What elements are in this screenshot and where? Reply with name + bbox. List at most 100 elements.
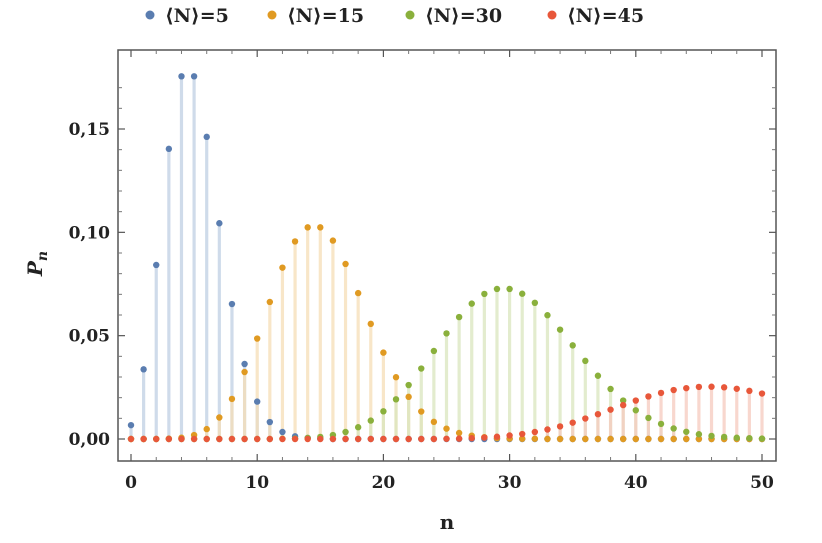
- data-point-series-1: [544, 435, 551, 443]
- data-point-series-3: [519, 430, 526, 438]
- legend-label-1: ⟨N⟩=15: [287, 5, 364, 27]
- data-point-series-3: [140, 435, 147, 443]
- data-point-series-0: [153, 261, 160, 269]
- data-point-series-2: [733, 434, 740, 441]
- data-point-series-0: [279, 428, 286, 436]
- data-point-series-1: [203, 425, 210, 433]
- data-point-series-3: [645, 393, 652, 400]
- data-point-series-2: [430, 347, 438, 355]
- data-point-series-3: [380, 435, 387, 443]
- data-point-series-3: [418, 435, 425, 443]
- data-point-series-1: [392, 374, 400, 381]
- data-point-series-1: [291, 238, 299, 245]
- data-point-series-1: [266, 298, 274, 306]
- data-point-series-0: [216, 220, 223, 227]
- data-point-series-3: [228, 435, 236, 443]
- data-point-series-3: [354, 435, 362, 443]
- data-point-series-1: [657, 435, 665, 443]
- data-point-series-0: [241, 360, 248, 368]
- data-point-series-2: [519, 290, 526, 297]
- data-point-series-2: [367, 417, 374, 424]
- data-point-series-2: [556, 326, 564, 333]
- data-point-series-3: [594, 411, 602, 418]
- data-point-series-0: [254, 398, 261, 405]
- x-axis-title: n: [440, 510, 455, 534]
- x-tick-label: 50: [750, 473, 774, 493]
- data-point-series-2: [683, 428, 690, 435]
- data-point-series-3: [266, 435, 274, 443]
- data-point-series-0: [228, 300, 236, 308]
- data-point-series-0: [140, 366, 147, 373]
- data-point-series-1: [607, 435, 614, 443]
- data-point-series-2: [392, 396, 400, 403]
- data-point-series-2: [481, 290, 488, 298]
- data-point-series-3: [481, 434, 488, 441]
- y-axis-title-sub: n: [35, 251, 51, 261]
- data-point-series-2: [544, 312, 551, 319]
- data-point-series-2: [418, 365, 425, 372]
- data-point-series-1: [380, 349, 387, 356]
- data-point-series-2: [354, 424, 362, 431]
- data-point-series-3: [607, 406, 614, 413]
- data-point-series-3: [619, 401, 627, 409]
- data-point-series-3: [392, 435, 400, 443]
- data-point-series-1: [367, 320, 374, 328]
- data-point-series-1: [443, 425, 450, 432]
- data-point-series-0: [203, 133, 210, 141]
- data-point-series-1: [279, 264, 286, 271]
- data-point-series-3: [468, 434, 475, 442]
- data-point-series-2: [455, 313, 463, 321]
- y-axis-title-main: P: [23, 260, 47, 277]
- data-point-series-1: [695, 435, 703, 443]
- points-layer: [127, 73, 766, 443]
- data-point-series-1: [405, 393, 412, 401]
- data-point-series-2: [758, 435, 766, 442]
- data-point-series-2: [380, 408, 387, 415]
- data-point-series-3: [443, 435, 450, 442]
- data-point-series-0: [127, 421, 135, 429]
- data-point-series-3: [758, 390, 766, 397]
- data-point-series-3: [544, 426, 551, 433]
- data-point-series-3: [216, 435, 223, 443]
- data-point-series-1: [342, 260, 349, 268]
- data-point-series-1: [241, 368, 248, 376]
- data-point-series-2: [746, 434, 753, 442]
- data-point-series-3: [254, 435, 261, 443]
- data-point-series-1: [645, 435, 652, 443]
- data-point-series-3: [493, 433, 501, 440]
- data-point-series-3: [708, 383, 715, 390]
- data-point-series-2: [695, 431, 703, 438]
- data-point-series-3: [127, 435, 135, 443]
- x-tick-label: 30: [498, 473, 522, 493]
- data-point-series-1: [531, 435, 539, 442]
- legend: ⟨N⟩=5 ⟨N⟩=15 ⟨N⟩=30 ⟨N⟩=45: [145, 5, 644, 27]
- y-tick-label: 0,05: [69, 327, 110, 347]
- data-point-series-2: [632, 407, 639, 414]
- data-point-series-1: [430, 418, 438, 426]
- data-point-series-3: [582, 415, 589, 422]
- legend-label-3: ⟨N⟩=45: [567, 5, 644, 27]
- data-point-series-3: [430, 435, 438, 443]
- data-point-series-2: [670, 425, 677, 432]
- data-point-series-2: [443, 330, 450, 337]
- data-point-series-3: [329, 435, 337, 443]
- data-point-series-3: [304, 435, 311, 443]
- data-point-series-3: [178, 435, 185, 443]
- data-point-series-3: [279, 435, 286, 443]
- data-point-series-2: [657, 420, 665, 428]
- data-point-series-1: [582, 435, 589, 443]
- y-tick-label: 0,15: [69, 120, 110, 140]
- data-point-series-0: [190, 73, 198, 80]
- data-point-series-3: [569, 419, 576, 426]
- data-point-series-3: [190, 435, 198, 443]
- data-point-series-0: [266, 418, 274, 426]
- data-point-series-1: [670, 435, 677, 443]
- data-point-series-1: [619, 435, 627, 443]
- data-point-series-3: [657, 389, 665, 397]
- data-point-series-1: [418, 408, 425, 415]
- data-point-series-2: [468, 300, 475, 307]
- data-point-series-2: [569, 342, 576, 349]
- data-point-series-2: [405, 381, 412, 389]
- data-point-series-1: [254, 335, 261, 342]
